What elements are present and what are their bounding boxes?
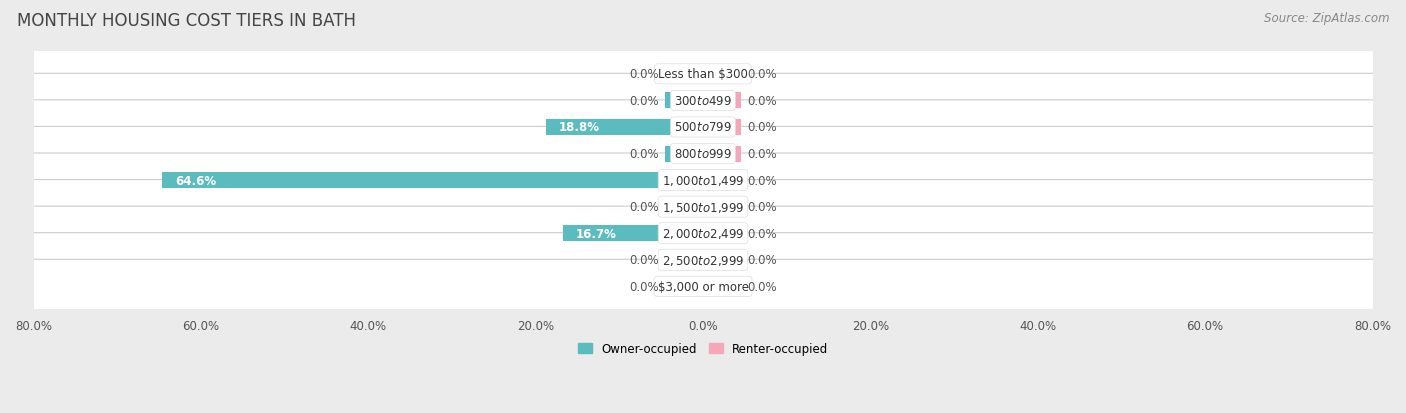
Bar xyxy=(564,226,703,242)
Text: 16.7%: 16.7% xyxy=(576,227,617,240)
Bar xyxy=(703,120,741,135)
FancyBboxPatch shape xyxy=(31,74,1375,128)
Text: $2,500 to $2,999: $2,500 to $2,999 xyxy=(662,253,744,267)
Bar xyxy=(703,93,741,109)
Bar xyxy=(665,279,703,294)
Text: 0.0%: 0.0% xyxy=(748,174,778,187)
FancyBboxPatch shape xyxy=(31,154,1375,208)
Bar xyxy=(703,146,741,162)
Bar xyxy=(665,199,703,215)
Bar xyxy=(703,252,741,268)
Text: 0.0%: 0.0% xyxy=(748,227,778,240)
Bar xyxy=(703,199,741,215)
Bar xyxy=(665,93,703,109)
Text: 0.0%: 0.0% xyxy=(628,68,658,81)
Bar xyxy=(665,252,703,268)
Text: $500 to $799: $500 to $799 xyxy=(673,121,733,134)
FancyBboxPatch shape xyxy=(31,260,1375,314)
Bar xyxy=(665,67,703,83)
FancyBboxPatch shape xyxy=(31,101,1375,155)
Text: Source: ZipAtlas.com: Source: ZipAtlas.com xyxy=(1264,12,1389,25)
Text: 0.0%: 0.0% xyxy=(628,95,658,108)
FancyBboxPatch shape xyxy=(31,180,1375,234)
FancyBboxPatch shape xyxy=(31,206,1375,261)
Bar xyxy=(703,279,741,294)
Text: 0.0%: 0.0% xyxy=(748,68,778,81)
Bar xyxy=(665,146,703,162)
Text: 0.0%: 0.0% xyxy=(628,201,658,214)
Text: 0.0%: 0.0% xyxy=(628,280,658,293)
Text: 0.0%: 0.0% xyxy=(748,254,778,267)
Text: 0.0%: 0.0% xyxy=(748,148,778,161)
Text: $3,000 or more: $3,000 or more xyxy=(658,280,748,293)
Text: 0.0%: 0.0% xyxy=(628,254,658,267)
FancyBboxPatch shape xyxy=(31,233,1375,287)
Text: 18.8%: 18.8% xyxy=(558,121,599,134)
Text: 0.0%: 0.0% xyxy=(748,95,778,108)
FancyBboxPatch shape xyxy=(31,127,1375,181)
Text: 0.0%: 0.0% xyxy=(748,280,778,293)
Text: MONTHLY HOUSING COST TIERS IN BATH: MONTHLY HOUSING COST TIERS IN BATH xyxy=(17,12,356,30)
Text: 64.6%: 64.6% xyxy=(174,174,217,187)
Text: $800 to $999: $800 to $999 xyxy=(673,148,733,161)
Text: $1,500 to $1,999: $1,500 to $1,999 xyxy=(662,200,744,214)
Bar xyxy=(703,173,741,189)
Legend: Owner-occupied, Renter-occupied: Owner-occupied, Renter-occupied xyxy=(572,337,834,360)
Text: $300 to $499: $300 to $499 xyxy=(673,95,733,108)
Bar xyxy=(546,120,703,135)
Text: 0.0%: 0.0% xyxy=(748,201,778,214)
Bar xyxy=(162,173,703,189)
Text: Less than $300: Less than $300 xyxy=(658,68,748,81)
Text: $2,000 to $2,499: $2,000 to $2,499 xyxy=(662,227,744,241)
Bar xyxy=(703,67,741,83)
FancyBboxPatch shape xyxy=(31,47,1375,102)
Bar xyxy=(703,226,741,242)
Text: $1,000 to $1,499: $1,000 to $1,499 xyxy=(662,174,744,188)
Text: 0.0%: 0.0% xyxy=(628,148,658,161)
Text: 0.0%: 0.0% xyxy=(748,121,778,134)
